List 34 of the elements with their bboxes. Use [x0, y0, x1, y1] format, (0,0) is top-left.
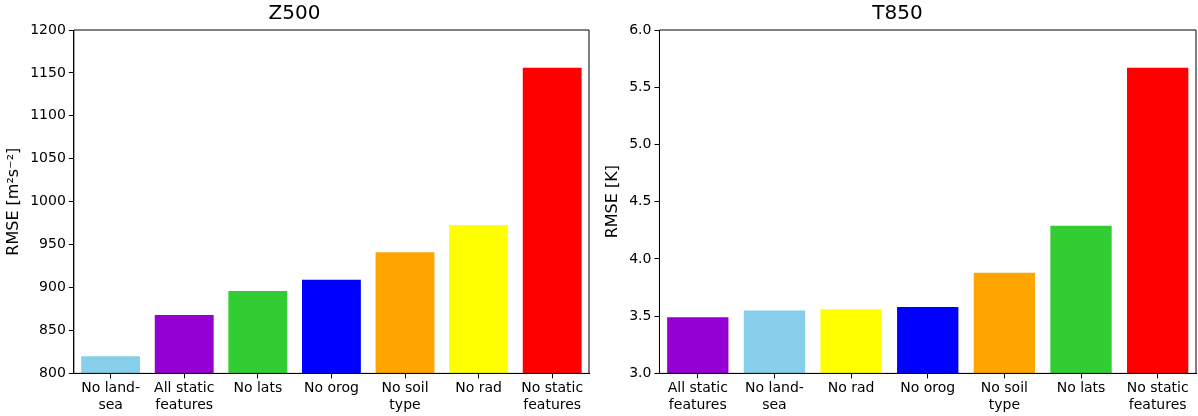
x-tick-label: No rad [827, 379, 875, 396]
y-tick-label: 800 [39, 364, 66, 381]
chart-title: Z500 [268, 0, 321, 25]
x-tick-label: All static features [667, 379, 728, 413]
x-tick-label: No land-sea [81, 379, 141, 413]
y-tick-label: 850 [39, 321, 66, 338]
y-tick-label: 1100 [30, 106, 66, 123]
y-tick-label: 3.5 [629, 306, 652, 323]
y-tick-label: 5.5 [629, 77, 652, 94]
x-tick-label: No soil type [381, 379, 429, 413]
y-axis-title: RMSE [K] [601, 165, 621, 239]
x-tick-label: No orog [900, 379, 956, 396]
y-axis-title: RMSE [m²s⁻²] [2, 147, 22, 256]
x-tick-label: All static features [154, 379, 215, 413]
x-tick-label: No soil type [980, 379, 1028, 413]
x-tick-label: No static features [521, 379, 584, 413]
y-tick-label: 4.5 [629, 192, 652, 209]
y-tick-label: 3.0 [629, 364, 652, 381]
x-tick-label: No land-sea [745, 379, 804, 413]
y-tick-label: 5.0 [629, 135, 652, 152]
y-tick-label: 1000 [30, 192, 66, 209]
x-tick-label: No lats [1056, 379, 1106, 396]
x-tick-label: No lats [233, 379, 283, 396]
x-tick-label: No static features [1126, 379, 1189, 413]
y-tick-label: 950 [39, 235, 66, 252]
x-tick-label: No orog [303, 379, 359, 396]
x-tick-label: No rad [455, 379, 502, 396]
y-tick-label: 1150 [30, 63, 66, 80]
y-tick-label: 1050 [30, 149, 66, 166]
chart-title: T850 [871, 0, 923, 25]
y-tick-label: 900 [39, 278, 66, 295]
y-tick-label: 4.0 [629, 249, 652, 266]
y-tick-label: 6.0 [629, 20, 652, 37]
y-tick-label: 1200 [30, 20, 66, 37]
